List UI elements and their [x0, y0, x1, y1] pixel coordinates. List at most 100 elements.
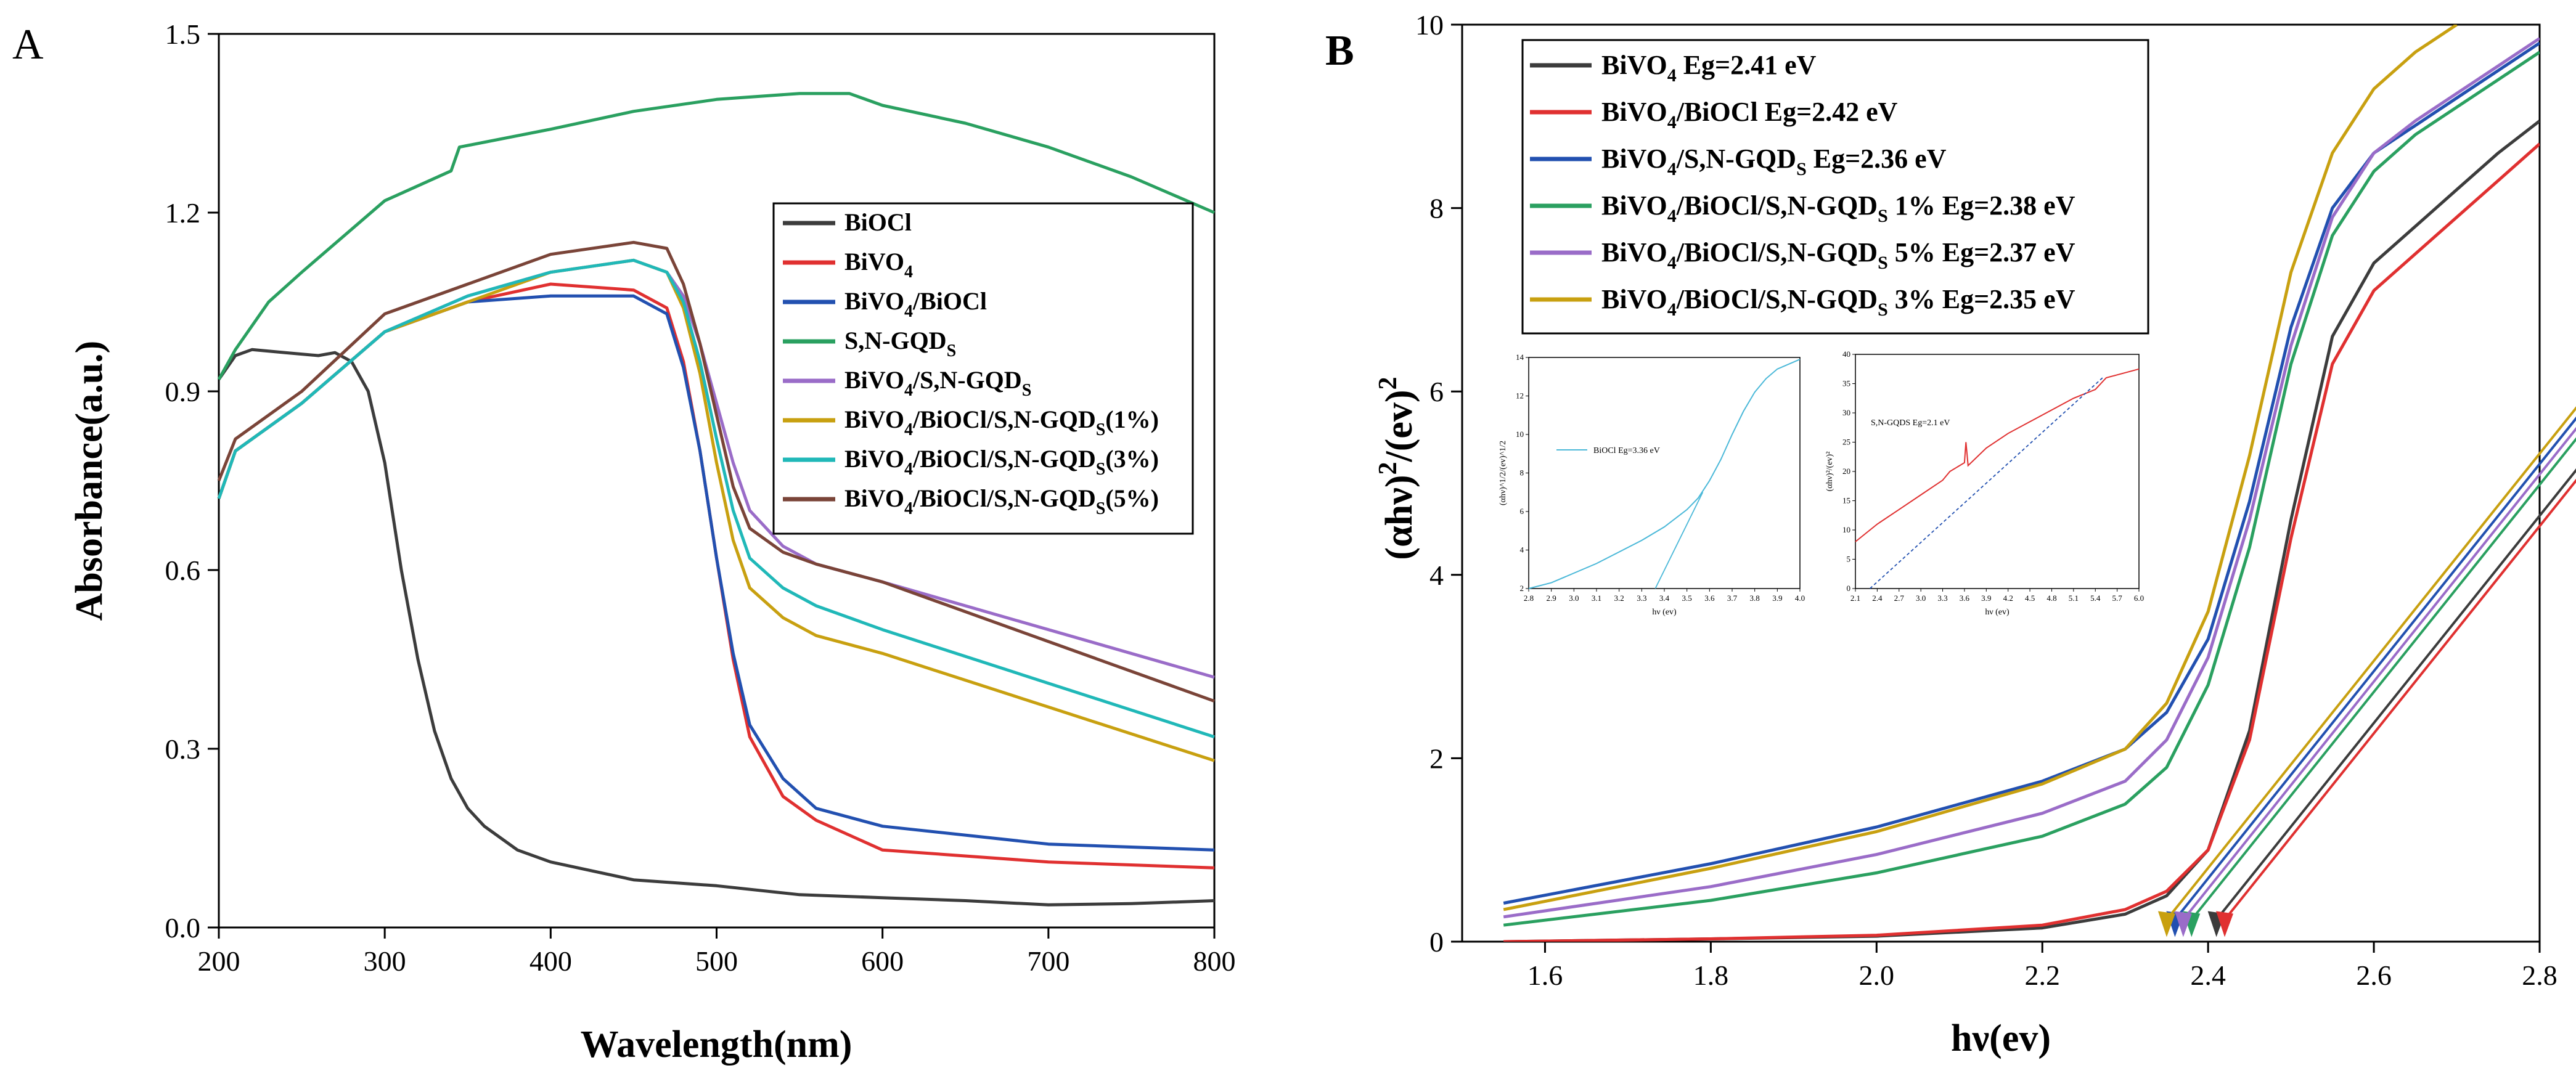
panel-b-arrowhead — [2216, 911, 2234, 937]
inset-ytick-label: 4 — [1520, 545, 1524, 555]
inset-xtick-label: 4.5 — [2025, 593, 2035, 603]
inset-ytick-label: 14 — [1516, 353, 1524, 362]
panel-b-legend: BiVO4 Eg=2.41 eV BiVO4/BiOCl Eg=2.42 eV Bi… — [1521, 39, 2149, 335]
panel-a-legend-entry: BiVO4/BiOCl — [844, 287, 987, 321]
inset-xtick-label: 3.9 — [1981, 593, 1991, 603]
panel-b-arrowhead — [2157, 911, 2175, 937]
panel-b-xtick-label: 1.6 — [1527, 960, 1563, 991]
panel-a-series — [217, 92, 1215, 907]
panel-a-label: A — [12, 21, 44, 68]
inset-curve — [1528, 359, 1801, 589]
panel-a-ytick-label: 1.2 — [165, 197, 201, 229]
inset-ytick-label: 40 — [1842, 349, 1850, 359]
panel-a-ytick-label: 0.9 — [165, 376, 201, 407]
panel-a-ytick-label: 0.0 — [165, 912, 201, 944]
inset-xtick-label: 3.2 — [1614, 593, 1624, 603]
panel-a-series-line — [217, 348, 1215, 907]
panel-a-legend-box — [772, 202, 1194, 535]
panel-b-tangent-line — [2173, 416, 2576, 921]
inset-ytick-label: 0 — [1847, 584, 1851, 593]
inset-xtick-label: 3.9 — [1772, 593, 1782, 603]
panel-a-ytick-label: 0.3 — [165, 733, 201, 765]
inset-frame — [1528, 357, 1801, 589]
panel-b-series-line — [1503, 142, 2540, 942]
inset-xtick-label: 3.0 — [1916, 593, 1926, 603]
inset-xtick-label: 6.0 — [2134, 593, 2144, 603]
inset-sngqd-eg: 2.1 2.4 2.7 3.0 3.3 3.6 3.9 4.2 4.5 4.8 5.1 5.4 5.7 6… — [1825, 349, 2144, 617]
inset-xtick-label: 2.1 — [1850, 593, 1860, 603]
panel-b-legend-entry: BiVO4/BiOCl/S,N-GQDS 5% Eg=2.37 eV — [1601, 237, 2075, 273]
panel-b-legend-entry: BiVO4/BiOCl Eg=2.42 eV — [1601, 97, 1898, 132]
inset-xtick-label: 3.5 — [1682, 593, 1692, 603]
panel-b-series — [1503, 25, 2576, 942]
panel-a-legend-entry: S,N-GQDS — [844, 327, 956, 361]
panel-b-ticks: 1.6 1.8 2.0 2.2 2.4 2.6 2.8 0 2 4 6 8 10 — [1415, 9, 2558, 991]
inset-ytick-label: 25 — [1842, 438, 1850, 447]
panel-b-ytick-label: 2 — [1429, 743, 1444, 774]
panel-b-legend-box — [1521, 39, 2149, 335]
panel-b-xtick-label: 2.6 — [2356, 960, 2392, 991]
panel-b-ytick-label: 6 — [1429, 376, 1444, 407]
panel-a: A 200 300 400 500 600 700 800 0.0 0.3 0.6 0.9 1.2 1.… — [12, 18, 1236, 1066]
inset-xtick-label: 4.8 — [2046, 593, 2056, 603]
inset-ytick-label: 30 — [1842, 408, 1850, 417]
panel-a-xtick-label: 400 — [530, 945, 572, 977]
panel-a-xtick-label: 600 — [861, 945, 904, 977]
panel-a-ytick-label: 0.6 — [165, 555, 201, 586]
inset-xtick-label: 3.3 — [1637, 593, 1646, 603]
panel-b-label: B — [1325, 27, 1354, 75]
inset-xtick-label: 5.7 — [2112, 593, 2122, 603]
panel-b-arrowhead — [2174, 911, 2192, 937]
panel-a-xtick-label: 500 — [695, 945, 738, 977]
inset-ytick-label: 5 — [1847, 555, 1851, 564]
panel-b-xtick-label: 2.0 — [1859, 960, 1895, 991]
panel-a-series-line — [217, 92, 1215, 380]
inset-xtick-label: 2.4 — [1872, 593, 1883, 603]
inset-ytick-label: 6 — [1520, 507, 1524, 516]
inset-xlabel: hν (ev) — [1985, 608, 2010, 617]
inset-bioc-eg: 2.8 2.9 3.0 3.1 3.2 3.3 3.4 3.5 3.6 3.7 3.8 3.9 4.0 2… — [1499, 353, 1805, 617]
inset-label: BiOCl Eg=3.36 eV — [1593, 446, 1660, 455]
inset-xtick-label: 2.7 — [1894, 593, 1905, 603]
panel-a-legend-entry: BiVO4/BiOCl/S,N-GQDS(1%) — [844, 406, 1159, 439]
panel-b-ytick-label: 10 — [1415, 9, 1444, 41]
inset-xtick-label: 5.4 — [2090, 593, 2101, 603]
panel-a-xtick-label: 300 — [364, 945, 406, 977]
inset-ytick-label: 15 — [1842, 496, 1850, 505]
inset-xtick-label: 3.4 — [1659, 593, 1670, 603]
panel-b-xtick-label: 2.4 — [2190, 960, 2226, 991]
panel-b-series-line — [1503, 41, 2540, 905]
panel-a-series-line — [217, 240, 1215, 703]
panel-b-tangent-line — [2165, 406, 2576, 921]
panel-a-xtick-label: 800 — [1193, 945, 1236, 977]
inset-xtick-label: 3.1 — [1592, 593, 1601, 603]
inset-tangent — [1869, 377, 2103, 589]
panel-a-legend-entry: BiVO4/BiOCl/S,N-GQDS(3%) — [844, 445, 1159, 479]
panel-b-legend-entry: BiVO4/S,N-GQDS Eg=2.36 eV — [1601, 144, 1947, 179]
panel-b-xlabel: hν(ev) — [1951, 1017, 2051, 1059]
panel-a-legend-entry: BiVO4/S,N-GQDS — [844, 366, 1031, 400]
inset-ylabel: (αhν)^1/2/(ev)^1/2 — [1499, 441, 1508, 505]
panel-a-ylabel: Absorbance(a.u.) — [68, 341, 110, 621]
inset-ytick-label: 10 — [1842, 525, 1850, 534]
panel-b-ylabel: (αhν)2/(ev)2 — [1374, 377, 1420, 560]
inset-xtick-label: 4.2 — [2003, 593, 2013, 603]
inset-xtick-label: 3.0 — [1569, 593, 1579, 603]
inset-xtick-label: 3.8 — [1750, 593, 1760, 603]
inset-ytick-label: 10 — [1516, 430, 1524, 439]
panel-b-series-line — [1503, 25, 2458, 911]
panel-b-ytick-label: 8 — [1429, 193, 1444, 224]
inset-ylabel: (αhν)²/(ev)² — [1825, 452, 1834, 492]
inset-xtick-label: 3.6 — [1960, 593, 1970, 603]
panel-b-legend-entry: BiVO4/BiOCl/S,N-GQDS 1% Eg=2.38 eV — [1601, 190, 2075, 226]
inset-frame — [1855, 354, 2140, 589]
inset-xtick-label: 4.0 — [1795, 593, 1805, 603]
panel-a-ytick-label: 1.5 — [165, 18, 201, 50]
inset-ytick-label: 20 — [1842, 467, 1850, 476]
panel-a-series-line — [217, 258, 1215, 739]
panel-b-legend-entry: BiVO4/BiOCl/S,N-GQDS 3% Eg=2.35 eV — [1601, 284, 2075, 320]
inset-xtick-label: 5.1 — [2069, 593, 2079, 603]
inset-ytick-label: 8 — [1520, 468, 1524, 478]
panel-b-tangent-line — [2182, 426, 2576, 921]
